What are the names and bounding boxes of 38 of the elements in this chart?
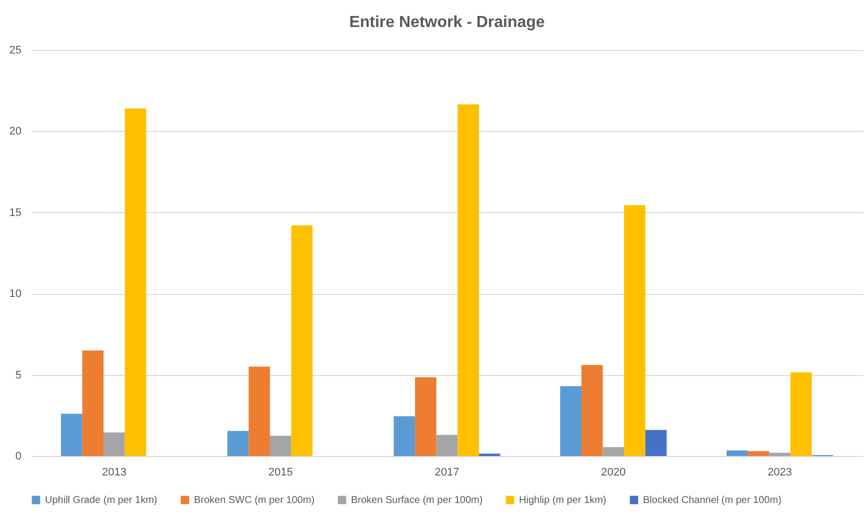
bar — [458, 104, 479, 456]
legend-label: Broken Surface (m per 100m) — [351, 495, 483, 506]
x-tick-label: 2023 — [768, 466, 792, 478]
legend-label: Blocked Channel (m per 100m) — [643, 495, 782, 506]
bar — [769, 452, 790, 456]
legend-label: Broken SWC (m per 100m) — [194, 495, 315, 506]
bar — [82, 350, 104, 456]
bar — [60, 414, 82, 456]
bar — [394, 416, 416, 456]
y-tick-label: 25 — [9, 44, 22, 56]
bar — [270, 436, 292, 456]
legend-label: Highlip (m per 1km) — [519, 495, 606, 506]
bar — [748, 451, 770, 456]
bar — [624, 205, 646, 456]
bar — [436, 434, 458, 456]
bar — [581, 365, 603, 456]
bar — [726, 450, 748, 456]
x-tick-label: 2013 — [102, 466, 126, 478]
x-tick-label: 2017 — [434, 466, 460, 478]
bar — [124, 108, 146, 456]
y-tick-label: 0 — [15, 450, 22, 462]
y-tick-label: 20 — [9, 126, 22, 138]
bar — [227, 430, 249, 456]
legend-label: Uphill Grade (m per 1km) — [45, 495, 158, 506]
x-tick-label: 2020 — [601, 466, 626, 478]
bar — [415, 377, 436, 456]
y-tick-label: 15 — [9, 206, 22, 219]
bar — [602, 447, 624, 456]
bar — [291, 225, 313, 456]
bar — [560, 386, 582, 456]
bar — [645, 430, 667, 456]
y-tick-label: 10 — [9, 288, 22, 300]
x-tick-label: 2015 — [268, 466, 293, 478]
bar — [104, 432, 125, 456]
y-tick-label: 5 — [15, 369, 22, 382]
bar — [248, 366, 270, 456]
chart-title: Entire Network - Drainage — [349, 14, 545, 31]
bar — [790, 372, 812, 456]
